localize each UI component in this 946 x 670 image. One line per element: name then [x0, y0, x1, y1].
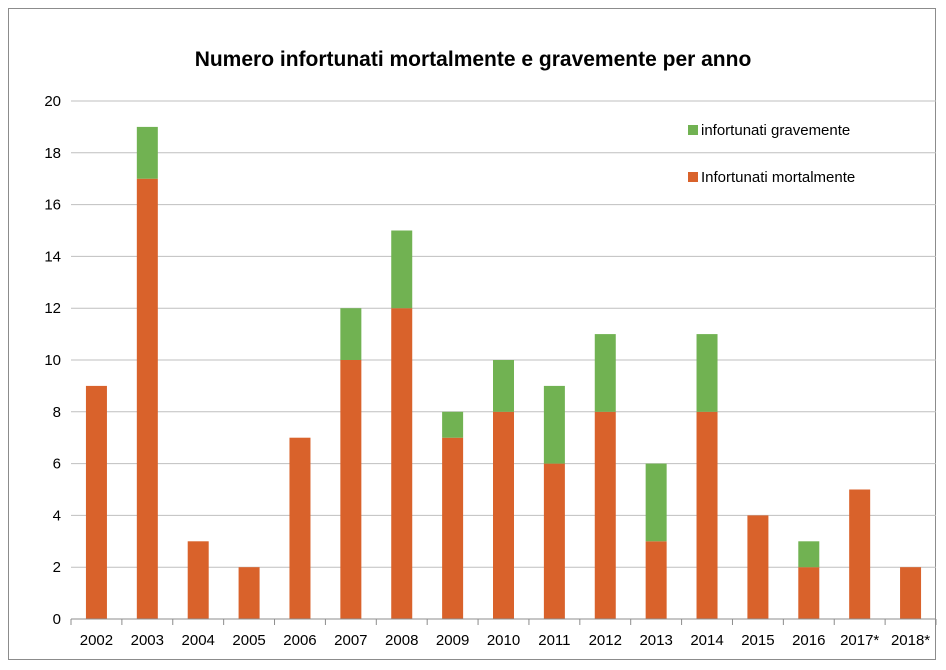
bar-mortalmente [442, 437, 464, 619]
x-tick-label: 2017* [840, 632, 879, 649]
y-tick-label: 12 [44, 300, 61, 317]
bar-mortalmente [594, 411, 616, 619]
y-tick-label: 8 [53, 404, 61, 421]
legend-swatch [688, 172, 698, 182]
bars [85, 126, 922, 619]
bar-gravemente [798, 541, 820, 568]
x-tick-label: 2006 [283, 632, 316, 649]
axes: 0 2 4 6 8 10 12 14 16 18 20 2002 2003 2004 2005 2006 200… [44, 93, 937, 649]
y-tick-label: 20 [44, 93, 61, 110]
bar-mortalmente [187, 541, 209, 619]
bar-mortalmente [85, 385, 107, 619]
y-tick-label: 6 [53, 456, 61, 473]
bar-mortalmente [238, 567, 260, 619]
bar-mortalmente [747, 515, 769, 619]
bar-mortalmente [645, 541, 667, 619]
bar-gravemente [391, 230, 413, 309]
bar-mortalmente [849, 489, 871, 619]
bar-mortalmente [900, 567, 922, 619]
legend-label: infortunati gravemente [701, 122, 850, 139]
bar-mortalmente [136, 178, 158, 619]
bar-gravemente [696, 334, 718, 412]
x-tick-label: 2008 [385, 632, 418, 649]
y-tick-label: 4 [53, 507, 61, 524]
x-tick-label: 2002 [80, 632, 113, 649]
bar-gravemente [442, 411, 464, 438]
bar-gravemente [543, 385, 565, 464]
legend-swatch [688, 125, 698, 135]
y-tick-label: 0 [53, 611, 61, 628]
bar-mortalmente [391, 308, 413, 619]
bar-mortalmente [340, 360, 362, 619]
bar-gravemente [493, 360, 514, 412]
x-tick-label: 2016 [792, 632, 825, 649]
bar-gravemente [645, 463, 667, 542]
x-tick-label: 2009 [436, 632, 469, 649]
x-tick-label: 2003 [131, 632, 164, 649]
y-tick-label: 18 [44, 145, 61, 162]
x-tick-label: 2011 [538, 632, 570, 649]
bar-gravemente [340, 308, 362, 360]
legend-label: Infortunati mortalmente [701, 169, 855, 186]
chart-frame [8, 8, 936, 660]
x-tick-label: 2015 [741, 632, 774, 649]
bar-mortalmente [798, 567, 820, 619]
x-tick-label: 2005 [232, 632, 265, 649]
x-tick-label: 2013 [639, 632, 672, 649]
legend: infortunati gravemente Infortunati mortal… [688, 122, 855, 186]
x-tick-label: 2012 [589, 632, 622, 649]
bar-gravemente [594, 334, 616, 412]
bar-mortalmente [543, 463, 565, 619]
bar-mortalmente [493, 411, 514, 619]
x-tick-label: 2010 [487, 632, 520, 649]
x-tick-label: 2007 [334, 632, 367, 649]
y-tick-label: 2 [53, 559, 61, 576]
bar-gravemente [136, 126, 158, 179]
y-tick-label: 10 [44, 352, 61, 369]
bar-mortalmente [289, 437, 311, 619]
bar-mortalmente [696, 411, 718, 619]
y-tick-label: 16 [44, 197, 61, 214]
x-tick-label: 2018* [891, 632, 930, 649]
y-tick-label: 14 [44, 248, 61, 265]
x-tick-label: 2004 [182, 632, 215, 649]
chart-title: Numero infortunati mortalmente e graveme… [194, 48, 752, 71]
x-tick-label: 2014 [690, 632, 723, 649]
